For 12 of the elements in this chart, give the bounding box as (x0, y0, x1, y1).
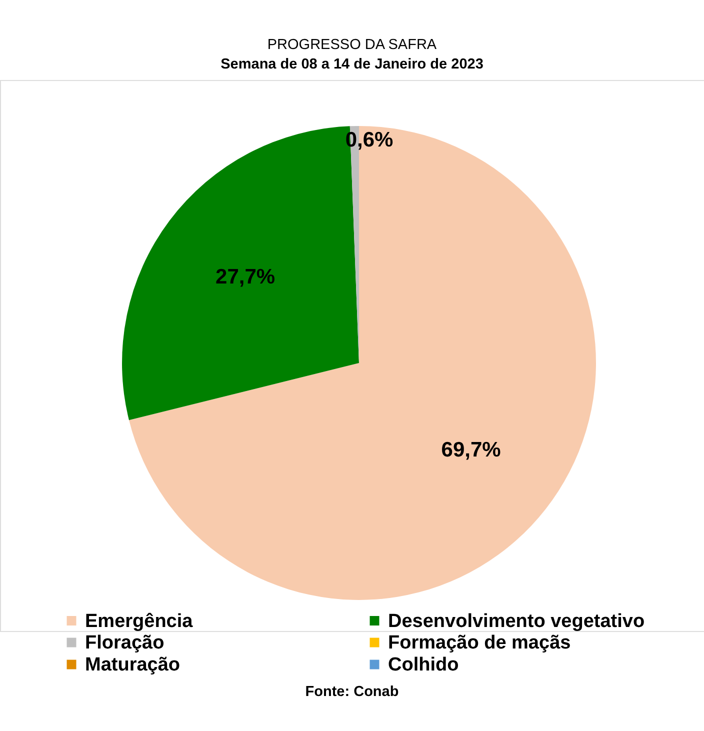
source-note: Fonte: Conab (305, 684, 399, 700)
chart-subtitle: Semana de 08 a 14 de Janeiro de 2023 (220, 56, 484, 72)
pie-slice (129, 126, 596, 600)
data-label: 27,7% (216, 266, 276, 289)
legend-label: Maturação (85, 654, 180, 676)
legend-label: Floração (85, 632, 164, 654)
chart-title: PROGRESSO DA SAFRA (267, 37, 437, 53)
data-label: 69,7% (441, 438, 502, 462)
legend-label: Formação de maçãs (388, 632, 571, 654)
legend-label: Desenvolvimento vegetativo (388, 610, 645, 632)
legend-label: Emergência (85, 610, 194, 632)
legend-label: Colhido (388, 654, 459, 676)
